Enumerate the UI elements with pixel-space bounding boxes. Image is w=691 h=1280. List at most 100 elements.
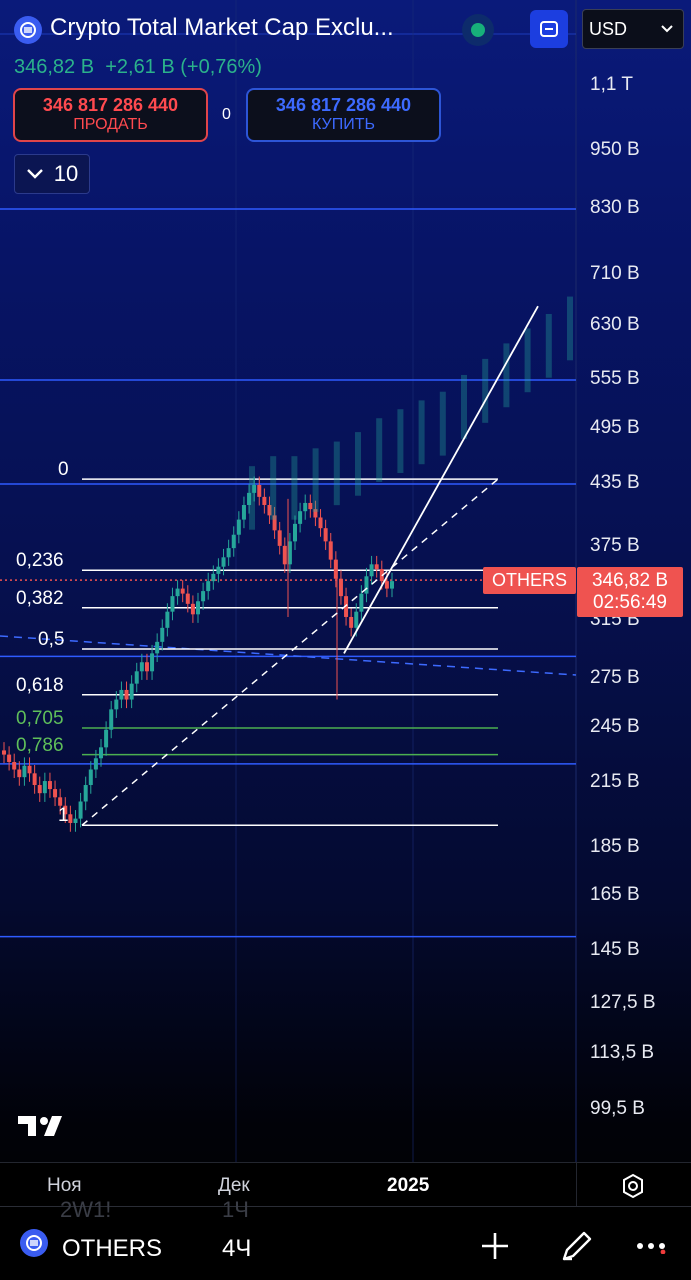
candle-body	[42, 781, 47, 794]
symbol-logo-icon[interactable]	[20, 1229, 48, 1257]
drawing-pen-icon[interactable]	[560, 1229, 594, 1268]
symbol-logo-icon[interactable]	[14, 16, 42, 44]
current-price-tag: 346,82 B 02:56:49	[577, 567, 683, 617]
interval-button[interactable]: 4Ч	[222, 1235, 252, 1262]
candle-body	[109, 709, 114, 730]
current-price-value: 346,82 B	[591, 570, 669, 592]
candle-body	[2, 750, 6, 755]
price-change-line: 346,82 B +2,61 B (+0,76%)	[14, 56, 262, 79]
candle-body	[369, 564, 374, 577]
indicator-count: 10	[53, 161, 79, 186]
candle-body	[139, 662, 144, 672]
price-chart[interactable]	[0, 0, 691, 1162]
price-axis-label: 99,5 B	[590, 1098, 645, 1119]
price-axis-label: 1,1 T	[590, 74, 633, 95]
candle-body	[354, 611, 359, 628]
bottom-toolbar: 2W1! 1Ч OTHERS 4Ч	[0, 1197, 691, 1280]
dashed-trend-line	[0, 635, 577, 676]
projection-candle	[567, 296, 573, 361]
projection-candle	[503, 343, 510, 408]
fib-label: 0	[58, 459, 69, 481]
currency-value: USD	[589, 18, 628, 39]
candle-body	[73, 818, 78, 824]
time-label-2025: 2025	[387, 1175, 430, 1196]
projection-candle	[355, 432, 361, 496]
candle-body	[175, 588, 180, 597]
candle-body	[272, 515, 277, 531]
price-change: +2,61 B (+0,76%)	[105, 56, 262, 78]
price-axis-label: 495 B	[590, 417, 640, 438]
tradingview-logo-icon[interactable]	[18, 1112, 70, 1145]
candle-body	[206, 581, 211, 592]
candle-body	[7, 754, 12, 762]
candle-body	[170, 596, 175, 612]
ghost-symbol: 2W1!	[60, 1197, 112, 1222]
projection-candle	[545, 313, 552, 378]
candle-body	[185, 593, 190, 604]
projection-candle	[291, 456, 298, 520]
candle-body	[190, 603, 195, 615]
candle-body	[267, 505, 272, 516]
candle-body	[88, 769, 93, 786]
symbol-title[interactable]: Crypto Total Market Cap Exclu...	[50, 14, 394, 41]
candle-body	[333, 559, 338, 579]
symbol-button[interactable]: OTHERS	[62, 1235, 163, 1262]
more-options-icon[interactable]	[636, 1241, 670, 1259]
candle-body	[216, 566, 221, 574]
candle-body	[160, 627, 165, 642]
candle-body	[104, 729, 109, 748]
fib-label: 0,705	[16, 708, 64, 729]
candle-body	[150, 653, 155, 672]
market-status-icon[interactable]	[462, 14, 494, 46]
candle-body	[313, 509, 318, 518]
time-axis[interactable]: Ноя Дек 2025	[0, 1162, 691, 1207]
chevron-down-icon	[26, 169, 43, 179]
price-axis-label: 215 B	[590, 771, 640, 792]
candle-body	[37, 785, 42, 794]
time-label-dec: Дек	[218, 1175, 250, 1196]
chart-header: Crypto Total Market Cap Exclu... USD 346…	[0, 0, 684, 200]
projection-candle	[461, 374, 467, 439]
candle-body	[384, 581, 389, 589]
candle-body	[83, 785, 88, 802]
buy-button[interactable]: 346 817 286 440 КУПИТЬ	[246, 88, 441, 142]
replay-icon[interactable]	[530, 10, 568, 48]
collapse-indicators-button[interactable]: 10	[14, 154, 90, 194]
price-axis-label: 127,5 B	[590, 992, 656, 1013]
candle-body	[99, 747, 103, 759]
candle-body	[226, 548, 231, 558]
candle-body	[247, 492, 252, 506]
projection-candle	[270, 456, 277, 520]
candle-body	[287, 541, 292, 565]
currency-select[interactable]: USD	[582, 9, 684, 49]
projection-candle	[482, 358, 489, 423]
projection-candle	[397, 409, 404, 473]
candle-body	[78, 801, 83, 819]
plus-icon[interactable]	[480, 1231, 510, 1266]
sell-price: 346 817 286 440	[42, 95, 179, 116]
price-axis-label: 830 B	[590, 197, 640, 218]
price-axis-label: 113,5 B	[590, 1042, 655, 1063]
candle-body	[32, 773, 37, 786]
price-axis-label: 375 B	[590, 535, 640, 556]
candle-body	[93, 758, 98, 770]
candle-body	[12, 761, 17, 770]
candle-body	[374, 564, 379, 570]
candle-body	[338, 578, 343, 597]
fib-label: 0,236	[16, 550, 64, 572]
fib-diagonal-line	[81, 478, 499, 826]
candle-body	[293, 523, 297, 542]
chart-settings-icon[interactable]	[620, 1173, 646, 1204]
candle-body	[257, 484, 262, 497]
buy-price: 346 817 286 440	[275, 95, 412, 116]
candle-body	[277, 530, 282, 546]
sell-button[interactable]: 346 817 286 440 ПРОДАТЬ	[13, 88, 208, 142]
fib-label: 0,5	[38, 629, 65, 651]
symbol-price-tag: OTHERS	[483, 567, 576, 594]
candle-body	[323, 528, 328, 542]
projection-candle	[312, 448, 319, 512]
last-price: 346,82 B	[14, 56, 95, 78]
candle-body	[27, 765, 32, 774]
candle-body	[241, 505, 246, 520]
ghost-interval: 1Ч	[222, 1197, 249, 1222]
